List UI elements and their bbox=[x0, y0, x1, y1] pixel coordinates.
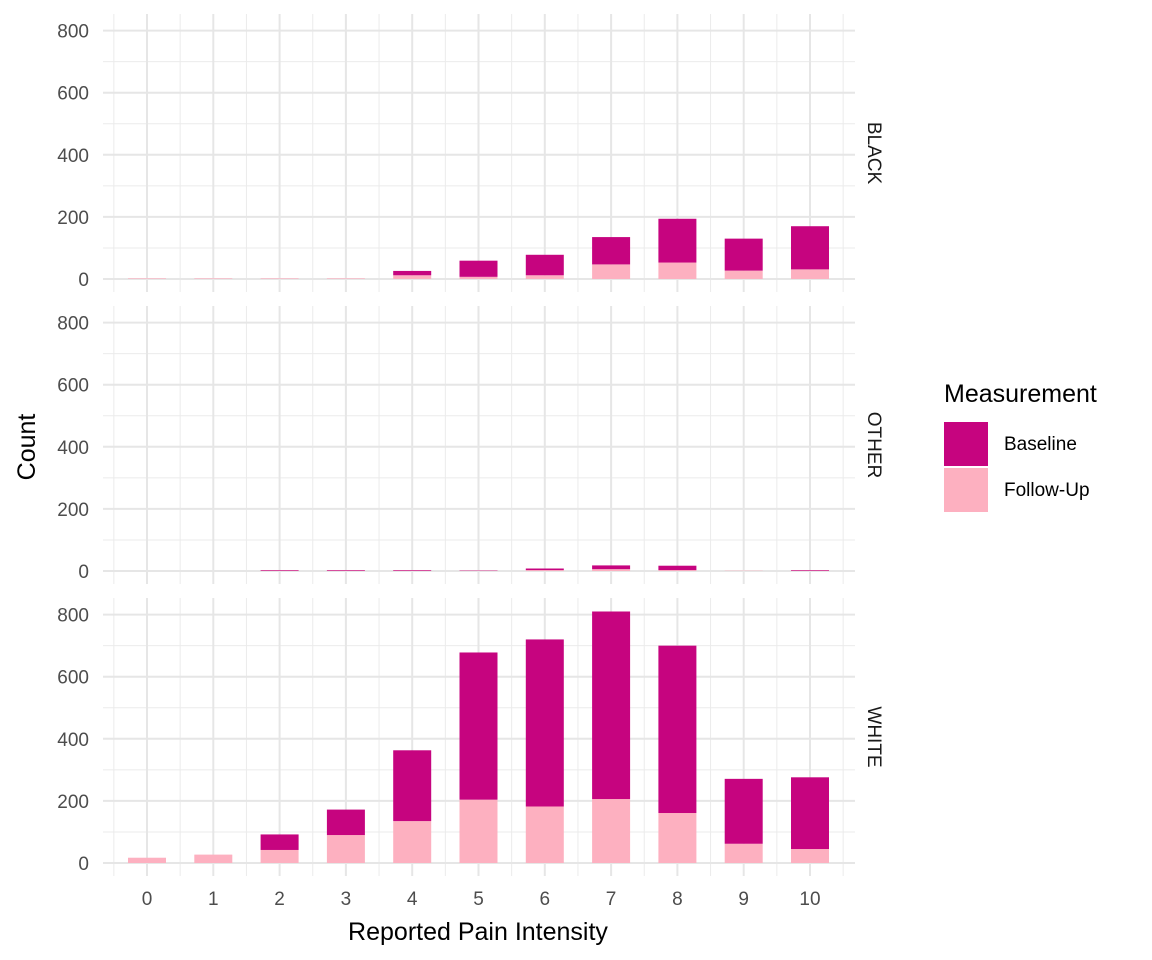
bar-baseline-10 bbox=[791, 777, 829, 850]
bar-follow-up-7 bbox=[592, 799, 631, 863]
bar-baseline-6 bbox=[525, 568, 564, 571]
bar-follow-up-3 bbox=[326, 835, 365, 863]
facet-strip-label: WHITE bbox=[863, 706, 884, 767]
facet-panel-other: 0 200 400 600 800 OTHER bbox=[57, 306, 884, 584]
x-tick-label: 0 bbox=[142, 889, 153, 910]
y-tick-label: 400 bbox=[57, 730, 89, 751]
bar-baseline-8 bbox=[658, 218, 697, 263]
facet-panel-black: 0 200 400 600 800 BLACK bbox=[57, 14, 884, 292]
x-axis-ticks: 0 1 2 3 4 5 6 7 8 9 10 bbox=[142, 889, 821, 910]
y-tick-label: 800 bbox=[57, 22, 89, 43]
bar-baseline-3 bbox=[326, 570, 365, 571]
bar-follow-up-9 bbox=[724, 843, 763, 863]
x-tick-label: 7 bbox=[606, 889, 617, 910]
legend-swatch-follow-up bbox=[944, 468, 988, 512]
bar-baseline-9 bbox=[724, 778, 763, 844]
bar-baseline-5 bbox=[459, 260, 498, 277]
bar-baseline-2 bbox=[260, 570, 299, 571]
bar-baseline-10 bbox=[791, 570, 829, 571]
y-tick-label: 800 bbox=[57, 606, 89, 627]
bar-follow-up-9 bbox=[724, 270, 763, 279]
x-tick-label: 9 bbox=[738, 889, 749, 910]
bar-follow-up-6 bbox=[525, 275, 564, 279]
y-tick-label: 800 bbox=[57, 314, 89, 335]
bar-follow-up-2 bbox=[260, 849, 299, 863]
bar-follow-up-1 bbox=[194, 854, 233, 863]
bar-follow-up-6 bbox=[525, 806, 564, 863]
bar-follow-up-3 bbox=[326, 278, 365, 279]
x-tick-label: 2 bbox=[274, 889, 285, 910]
x-tick-label: 3 bbox=[341, 889, 352, 910]
y-tick-label: 0 bbox=[78, 854, 89, 875]
bar-baseline-4 bbox=[393, 270, 432, 276]
bar-baseline-8 bbox=[658, 565, 697, 571]
x-tick-label: 6 bbox=[540, 889, 551, 910]
x-tick-label: 1 bbox=[208, 889, 219, 910]
bar-follow-up-4 bbox=[393, 275, 432, 279]
bar-baseline-7 bbox=[592, 237, 631, 265]
bar-baseline-6 bbox=[525, 254, 564, 276]
bar-follow-up-8 bbox=[658, 813, 697, 863]
bar-baseline-7 bbox=[592, 565, 631, 570]
bar-follow-up-5 bbox=[459, 799, 498, 863]
bar-follow-up-0 bbox=[128, 278, 166, 279]
bar-baseline-10 bbox=[791, 226, 829, 270]
legend-swatch-baseline bbox=[944, 422, 988, 466]
y-tick-label: 600 bbox=[57, 84, 89, 105]
legend-label: Follow-Up bbox=[1004, 480, 1090, 501]
facet-strip-label: OTHER bbox=[863, 412, 884, 479]
x-tick-label: 10 bbox=[799, 889, 820, 910]
bar-baseline-6 bbox=[525, 639, 564, 807]
x-tick-label: 4 bbox=[407, 889, 418, 910]
y-axis-title: Count bbox=[13, 414, 41, 481]
bar-follow-up-2 bbox=[260, 278, 299, 279]
bar-baseline-2 bbox=[260, 834, 299, 850]
legend-title: Measurement bbox=[944, 380, 1097, 408]
legend-label: Baseline bbox=[1004, 434, 1077, 455]
bar-follow-up-4 bbox=[393, 821, 432, 863]
bar-follow-up-0 bbox=[128, 857, 166, 863]
facet-strip-label: BLACK bbox=[863, 122, 884, 185]
y-tick-label: 200 bbox=[57, 208, 89, 229]
x-tick-label: 5 bbox=[473, 889, 484, 910]
bar-follow-up-7 bbox=[592, 264, 631, 279]
bar-follow-up-10 bbox=[791, 849, 829, 863]
y-tick-label: 400 bbox=[57, 438, 89, 459]
x-axis-title: Reported Pain Intensity bbox=[348, 918, 608, 946]
legend: Measurement Baseline Follow-Up bbox=[944, 380, 1097, 512]
y-tick-label: 400 bbox=[57, 146, 89, 167]
bar-baseline-7 bbox=[592, 611, 631, 800]
bar-baseline-4 bbox=[393, 750, 432, 822]
y-tick-label: 600 bbox=[57, 668, 89, 689]
y-tick-label: 0 bbox=[78, 270, 89, 291]
x-tick-label: 8 bbox=[672, 889, 683, 910]
y-tick-label: 600 bbox=[57, 376, 89, 397]
y-tick-label: 200 bbox=[57, 500, 89, 521]
bar-follow-up-7 bbox=[592, 569, 631, 571]
bar-baseline-5 bbox=[459, 652, 498, 800]
bar-follow-up-8 bbox=[658, 262, 697, 279]
facet-panel-white: 0 200 400 600 800 WHITE bbox=[57, 598, 884, 876]
y-tick-label: 200 bbox=[57, 792, 89, 813]
bar-baseline-9 bbox=[724, 238, 763, 271]
bar-follow-up-8 bbox=[658, 570, 697, 571]
bar-baseline-8 bbox=[658, 645, 697, 814]
bar-follow-up-6 bbox=[525, 570, 564, 571]
bar-baseline-4 bbox=[393, 570, 432, 571]
facet-panels: 0200400600800BLACK0200400600800OTHER0200… bbox=[57, 14, 884, 910]
bar-follow-up-1 bbox=[194, 278, 233, 279]
bar-baseline-3 bbox=[326, 809, 365, 836]
bar-follow-up-5 bbox=[459, 276, 498, 279]
y-tick-label: 0 bbox=[78, 562, 89, 583]
bar-follow-up-10 bbox=[791, 269, 829, 279]
